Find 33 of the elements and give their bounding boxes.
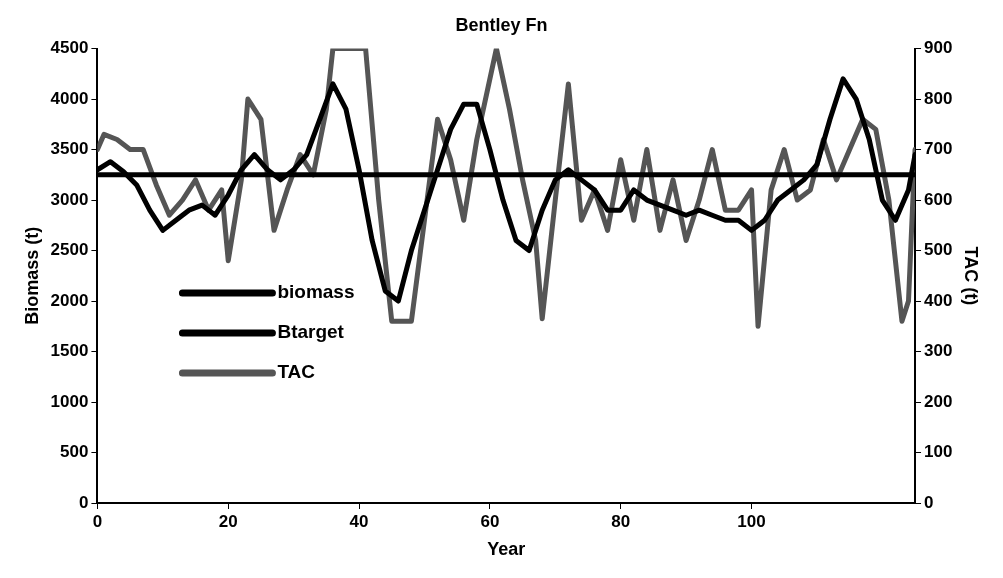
y2-tick-label: 800 [924, 88, 953, 108]
x-tick-label: 80 [611, 511, 631, 531]
y2-tick-label: 500 [924, 240, 953, 260]
x-tick-label: 0 [92, 511, 103, 531]
y-tick-label: 3000 [50, 189, 89, 209]
y2-tick-label: 300 [924, 341, 953, 361]
x-tick-label: 60 [480, 511, 500, 531]
y-tick-label: 4000 [50, 88, 89, 108]
y-tick-label: 2500 [50, 240, 89, 260]
y-axis-title: Biomass (t) [21, 226, 42, 325]
y2-tick-label: 600 [924, 189, 953, 209]
y-tick-label: 1500 [50, 341, 89, 361]
legend-label: Btarget [277, 321, 345, 343]
legend-label: biomass [277, 281, 355, 303]
y2-tick-label: 400 [924, 290, 953, 310]
y2-tick-label: 100 [924, 442, 953, 462]
x-tick-label: 100 [737, 511, 766, 531]
y2-tick-label: 200 [924, 391, 953, 411]
x-tick-label: 20 [218, 511, 238, 531]
y-tick-label: 2000 [50, 290, 89, 310]
y2-axis-title: TAC (t) [961, 246, 982, 306]
y2-tick-label: 700 [924, 139, 953, 159]
y-tick-label: 0 [78, 492, 89, 512]
y-tick-label: 500 [60, 442, 89, 462]
y-tick-label: 1000 [50, 391, 89, 411]
y-tick-label: 3500 [50, 139, 89, 159]
x-tick-label: 40 [349, 511, 369, 531]
y2-tick-label: 0 [924, 492, 934, 512]
y-tick-label: 4500 [50, 38, 89, 58]
y2-tick-label: 900 [924, 38, 953, 58]
x-axis-title: Year [487, 539, 526, 560]
legend-label: TAC [277, 361, 316, 383]
chart-title: Bentley Fn [455, 14, 548, 35]
